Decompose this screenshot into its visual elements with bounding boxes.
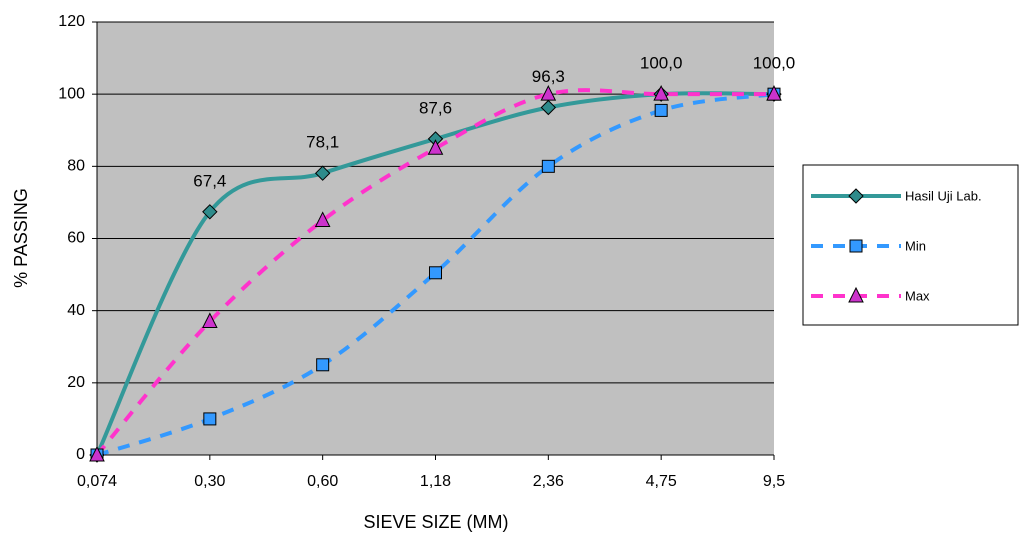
legend-label: Min xyxy=(905,238,926,253)
data-label: 67,4 xyxy=(193,171,226,190)
marker xyxy=(653,85,669,101)
data-label: 87,6 xyxy=(419,98,452,117)
marker xyxy=(766,85,782,101)
x-tick-label: 1,18 xyxy=(420,473,451,490)
marker xyxy=(314,165,331,181)
marker xyxy=(89,445,105,462)
marker xyxy=(541,159,555,173)
series-line xyxy=(95,88,774,457)
marker xyxy=(654,103,668,117)
x-tick-label: 0,60 xyxy=(307,473,338,490)
y-tick-label: 40 xyxy=(67,302,85,319)
data-label: 78,1 xyxy=(306,133,339,152)
x-tick-label: 9,5 xyxy=(763,473,785,490)
marker xyxy=(848,188,864,204)
data-label: 100,0 xyxy=(640,54,683,73)
data-label: 96,3 xyxy=(532,67,565,86)
marker xyxy=(203,412,217,426)
y-tick-label: 20 xyxy=(67,374,85,391)
x-tick-label: 0,074 xyxy=(77,473,117,490)
y-axis-title: % PASSING xyxy=(11,188,31,288)
x-tick-label: 0,30 xyxy=(194,473,225,490)
y-tick-label: 60 xyxy=(67,230,85,247)
marker xyxy=(202,312,218,328)
marker xyxy=(429,266,442,280)
y-tick-label: 100 xyxy=(58,85,85,102)
y-tick-label: 0 xyxy=(76,446,85,463)
marker xyxy=(202,204,218,220)
marker xyxy=(427,139,444,155)
x-tick-label: 4,75 xyxy=(646,473,677,490)
marker xyxy=(316,358,330,372)
marker xyxy=(540,99,557,116)
marker xyxy=(314,211,331,227)
marker xyxy=(540,85,557,101)
y-tick-label: 120 xyxy=(58,13,85,30)
legend-label: Max xyxy=(905,288,930,303)
x-tick-label: 2,36 xyxy=(533,473,564,490)
y-tick-label: 80 xyxy=(67,158,85,175)
marker xyxy=(848,286,864,303)
x-axis-title: SIEVE SIZE (MM) xyxy=(363,512,508,532)
marker xyxy=(849,239,863,253)
legend-label: Hasil Uji Lab. xyxy=(905,188,982,203)
data-label: 100,0 xyxy=(753,54,796,73)
